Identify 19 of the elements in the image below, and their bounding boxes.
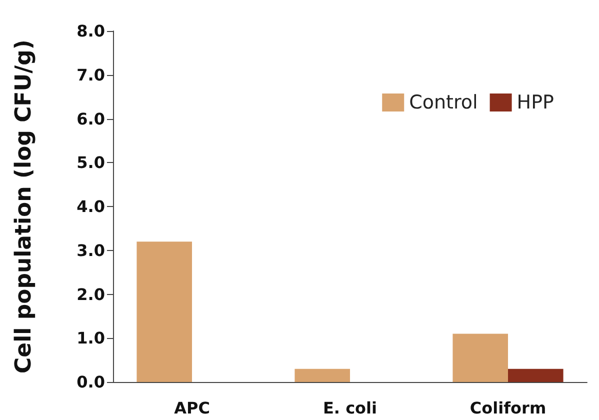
y-tick-label: 5.0 bbox=[76, 153, 105, 172]
x-tick-label: APC bbox=[174, 398, 210, 418]
bar bbox=[452, 334, 508, 382]
y-tick-label: 8.0 bbox=[76, 22, 105, 40]
legend-label: HPP bbox=[516, 92, 554, 114]
bar bbox=[294, 368, 350, 382]
y-tick-label: 0.0 bbox=[76, 372, 105, 392]
y-tick-label: 4.0 bbox=[76, 197, 105, 216]
y-tick-label: 6.0 bbox=[76, 109, 105, 128]
y-tick-label: 2.0 bbox=[76, 284, 105, 304]
x-tick-label: E. coli bbox=[322, 398, 378, 418]
bar bbox=[136, 242, 192, 382]
y-tick-label: 3.0 bbox=[76, 240, 105, 260]
y-tick-label: 7.0 bbox=[76, 65, 105, 84]
y-tick-label: 1.0 bbox=[76, 328, 105, 348]
bar bbox=[508, 368, 564, 382]
legend-label: Control bbox=[409, 92, 478, 114]
y-axis-title: Cell population (log CFU/g) bbox=[12, 40, 36, 374]
x-tick-label: Coliform bbox=[470, 398, 546, 418]
